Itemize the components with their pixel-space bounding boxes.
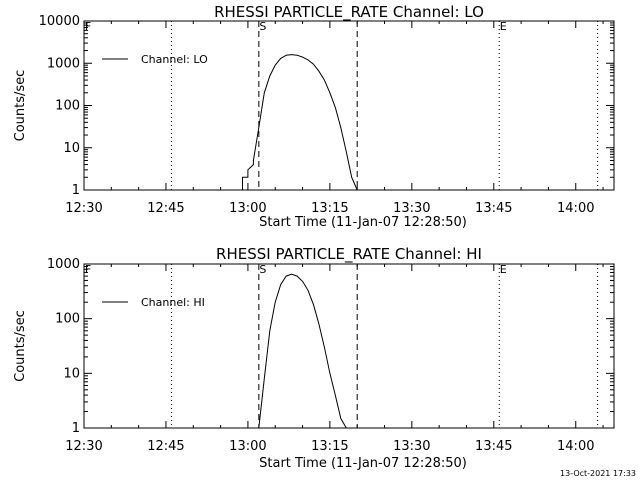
y-tick-label: 1000 [47, 56, 80, 71]
x-axis-label: Start Time (11-Jan-07 12:28:50) [259, 215, 467, 230]
start-marker-label: S [259, 20, 266, 33]
y-tick-label: 10000 [39, 14, 80, 29]
x-tick-label: 12:45 [147, 201, 184, 216]
chart-title: RHESSI PARTICLE_RATE Channel: HI [216, 245, 482, 264]
x-tick-label: 13:00 [229, 439, 266, 454]
x-tick-label: 14:00 [557, 439, 594, 454]
y-axis-label: Counts/sec [13, 310, 28, 382]
y-tick-label: 1 [72, 183, 80, 198]
flag-marker-label: F [85, 20, 91, 33]
x-tick-label: 12:45 [147, 439, 184, 454]
y-tick-label: 10 [63, 141, 80, 156]
legend-label: Channel: LO [141, 53, 208, 66]
render-timestamp: 13-Oct-2021 17:33 [560, 469, 636, 478]
flag-marker-label: F [85, 263, 91, 276]
y-tick-label: 1 [72, 421, 80, 436]
x-tick-label: 14:00 [557, 201, 594, 216]
x-tick-label: 13:45 [475, 439, 512, 454]
x-tick-label: 13:00 [229, 201, 266, 216]
series-line [258, 273, 347, 429]
x-tick-label: 13:45 [475, 201, 512, 216]
x-tick-label: 12:30 [65, 201, 102, 216]
y-tick-label: 1000 [47, 257, 80, 272]
end-marker-label: E [500, 20, 507, 33]
x-tick-label: 13:15 [311, 201, 348, 216]
x-tick-label: 13:15 [311, 439, 348, 454]
end-marker-label: E [500, 263, 507, 276]
legend-label: Channel: HI [141, 296, 205, 309]
x-tick-label: 13:30 [393, 201, 430, 216]
y-tick-label: 10 [63, 366, 80, 381]
y-axis-label: Counts/sec [13, 70, 28, 142]
start-marker-label: S [259, 263, 266, 276]
plot-frame [83, 263, 615, 429]
x-tick-label: 13:30 [393, 439, 430, 454]
chart-panel-hi: RHESSI PARTICLE_RATE Channel: HI Start Ti… [13, 245, 615, 471]
chart-panel-lo: RHESSI PARTICLE_RATE Channel: LO Start Ti… [13, 3, 615, 230]
chart-title: RHESSI PARTICLE_RATE Channel: LO [214, 3, 484, 22]
x-tick-label: 12:30 [65, 439, 102, 454]
y-tick-label: 100 [55, 99, 80, 114]
x-axis-label: Start Time (11-Jan-07 12:28:50) [259, 456, 467, 471]
series-line [242, 54, 358, 191]
y-tick-label: 100 [55, 312, 80, 327]
